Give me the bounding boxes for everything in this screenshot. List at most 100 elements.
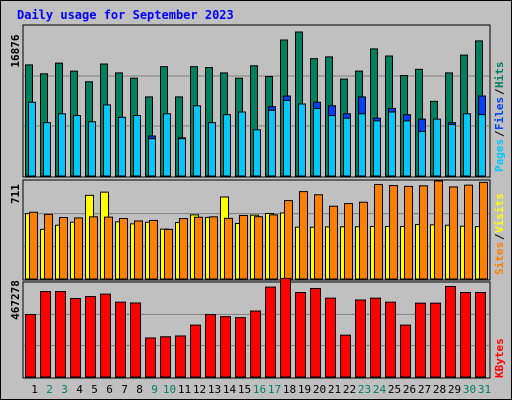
x-tick-label: 4 <box>76 383 83 396</box>
pages-bar <box>448 123 456 177</box>
pages-bar <box>133 115 141 177</box>
kbytes-bar <box>70 298 81 378</box>
legend-separator: / <box>493 233 506 240</box>
legend-separator: / <box>493 88 506 95</box>
sites-bar <box>359 201 368 280</box>
x-tick-label: 29 <box>448 383 461 396</box>
x-tick-label: 19 <box>298 383 311 396</box>
pages-bar <box>463 113 471 177</box>
pages-bar <box>103 104 111 177</box>
kbytes-bar <box>100 293 111 378</box>
sites-bar <box>254 216 263 280</box>
kbytes-bar <box>460 292 471 378</box>
kbytes-bar <box>370 297 381 378</box>
kbytes-legend: KBytes <box>493 338 506 378</box>
sites-bar <box>449 186 458 280</box>
kbytes-bar <box>445 285 456 378</box>
kbytes-bar <box>25 314 36 378</box>
x-tick-label: 14 <box>223 383 237 396</box>
pages-bar <box>223 114 231 177</box>
sites-bar <box>29 211 38 280</box>
kbytes-bar <box>475 292 486 378</box>
pages-bar <box>418 131 426 177</box>
kbytes-y-tick-label: 467278 <box>9 280 22 320</box>
pages-bar <box>373 120 381 177</box>
x-tick-label: 26 <box>403 383 416 396</box>
x-tick-label: 3 <box>61 383 68 396</box>
sites-bar <box>464 184 473 280</box>
kbytes-bar <box>400 324 411 378</box>
kbytes-bar <box>310 287 321 378</box>
visits-sites-legend: Sites /Visits <box>493 193 506 275</box>
kbytes-bar <box>355 299 366 378</box>
x-tick-label: 28 <box>433 383 446 396</box>
x-tick-label: 27 <box>418 383 431 396</box>
x-tick-label: 16 <box>253 383 266 396</box>
pages-bar <box>88 121 96 177</box>
pages-bar <box>478 114 486 177</box>
kbytes-bar <box>325 297 336 378</box>
pages-bar <box>298 103 306 177</box>
pages-bar <box>178 138 186 177</box>
x-tick-label: 17 <box>268 383 281 396</box>
x-tick-label: 12 <box>193 383 206 396</box>
hits-files-pages-legend: Pages/Files/Hits <box>493 62 506 173</box>
sites-bar <box>179 218 188 280</box>
sites-bar <box>284 200 293 280</box>
x-tick-label: 7 <box>121 383 128 396</box>
chart-title: Daily usage for September 2023 <box>17 8 234 22</box>
x-tick-label: 24 <box>373 383 387 396</box>
x-tick-label: 1 <box>31 383 38 396</box>
kbytes-bar <box>385 301 396 378</box>
x-tick-label: 25 <box>388 383 401 396</box>
sites-bar <box>314 194 323 280</box>
pages-bar <box>193 105 201 177</box>
x-tick-label: 5 <box>91 383 98 396</box>
x-axis-day-labels: 1 2 3 4 5 6 7 8 9 10 11 12 13 14 15 16 17 18 19 20 21 22 23 24 2… <box>31 383 491 396</box>
pages-bar <box>58 113 66 177</box>
sites-bar <box>164 228 173 280</box>
pages-bar <box>313 107 321 177</box>
sites-bar <box>59 217 68 280</box>
pages-bar <box>388 111 396 177</box>
sites-bar <box>389 185 398 280</box>
kbytes-bar <box>175 335 186 378</box>
sites-bar <box>44 213 53 280</box>
sites-bar <box>194 216 203 280</box>
kbytes-bar <box>115 301 126 378</box>
x-tick-label: 9 <box>151 383 158 396</box>
sites-bar <box>74 217 83 280</box>
x-tick-label: 20 <box>313 383 326 396</box>
x-tick-label: 2 <box>46 383 53 396</box>
kbytes-bar <box>205 314 216 378</box>
x-tick-label: 11 <box>178 383 191 396</box>
legend-files: Files <box>493 97 506 130</box>
x-tick-label: 23 <box>358 383 371 396</box>
sites-bar <box>479 181 488 280</box>
x-tick-label: 30 <box>463 383 476 396</box>
pages-bar <box>238 111 246 177</box>
pages-bar <box>148 138 156 177</box>
legend-pages: Pages <box>493 139 506 172</box>
pages-bar <box>283 99 291 177</box>
sites-bar <box>299 191 308 280</box>
kbytes-bar <box>430 302 441 378</box>
pages-bar <box>73 115 81 177</box>
sites-bar <box>89 216 98 280</box>
sites-bar <box>269 214 278 280</box>
pages-bar <box>433 118 441 177</box>
x-tick-label: 22 <box>343 383 356 396</box>
legend-separator: / <box>493 130 506 137</box>
pages-bar <box>358 113 366 177</box>
pages-bar <box>253 129 261 177</box>
kbytes-bar <box>415 302 426 378</box>
pages-bar <box>268 109 276 177</box>
kbytes-bar <box>145 337 156 378</box>
sites-bar <box>404 185 413 280</box>
kbytes-bar <box>85 296 96 378</box>
sites-bar <box>434 180 443 280</box>
kbytes-bar <box>130 302 141 378</box>
kbytes-panel <box>24 277 489 378</box>
x-tick-label: 21 <box>328 383 341 396</box>
visits-y-tick-label: 711 <box>9 184 22 204</box>
